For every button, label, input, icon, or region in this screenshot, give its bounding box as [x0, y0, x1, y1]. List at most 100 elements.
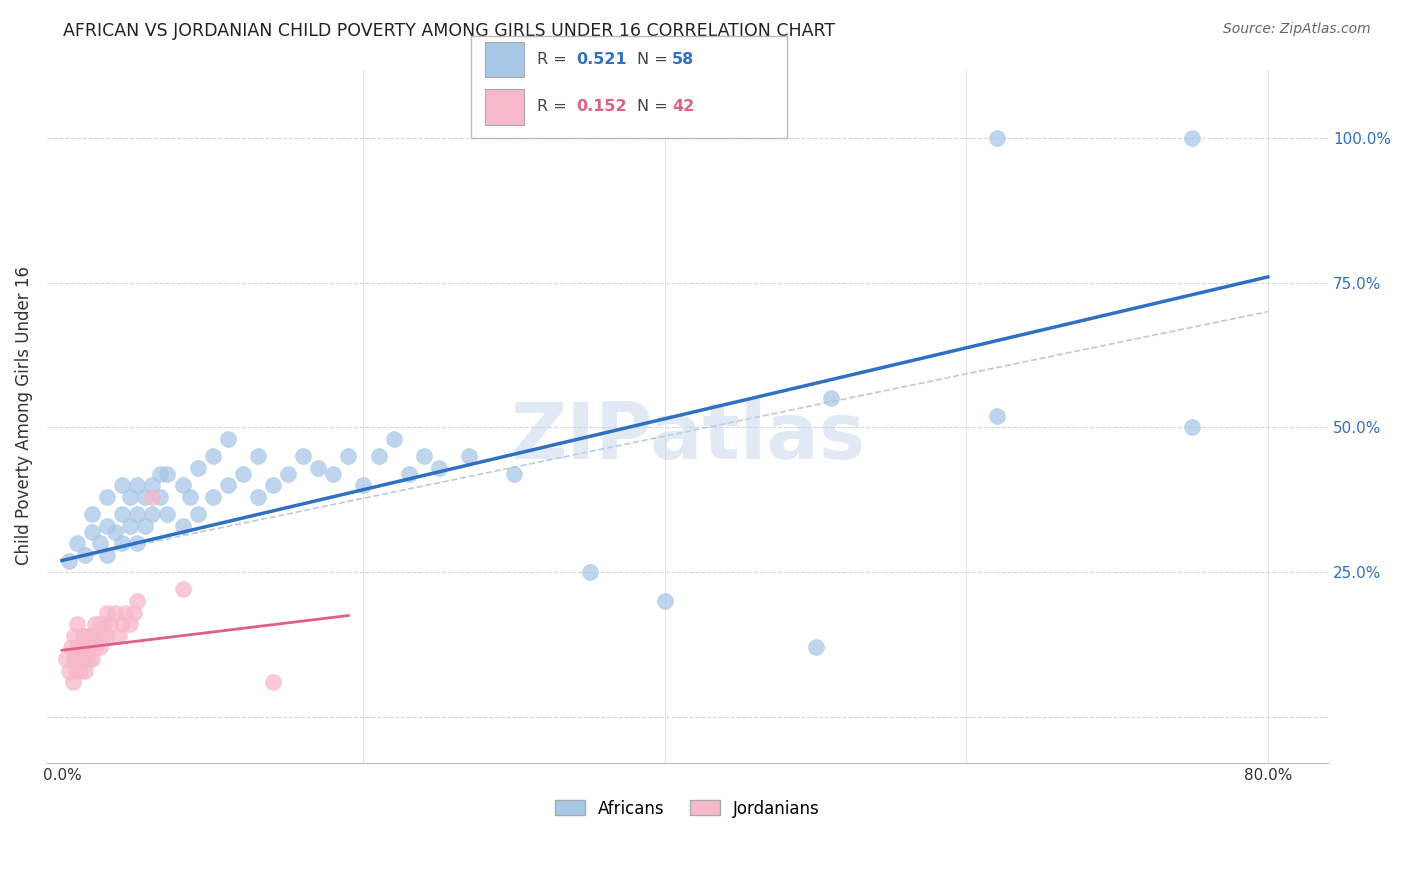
Point [72, 629, 94, 643]
Point [804, 640, 827, 655]
Point [262, 478, 284, 492]
Point [82, 507, 104, 521]
Text: N =: N = [637, 99, 673, 114]
Text: 0.521: 0.521 [576, 52, 627, 67]
Point [232, 467, 254, 481]
Point [149, 467, 172, 481]
Point [141, 478, 163, 492]
Point [986, 131, 1008, 145]
Point [1181, 131, 1204, 145]
Point [66, 652, 89, 666]
Point [1181, 420, 1204, 434]
Point [127, 507, 149, 521]
Text: Source: ZipAtlas.com: Source: ZipAtlas.com [1223, 22, 1371, 37]
Text: 0.152: 0.152 [576, 99, 627, 114]
Y-axis label: Child Poverty Among Girls Under 16: Child Poverty Among Girls Under 16 [15, 267, 32, 566]
Point [172, 478, 194, 492]
Point [127, 536, 149, 550]
Legend: Africans, Jordanians: Africans, Jordanians [548, 793, 827, 824]
Text: 42: 42 [672, 99, 695, 114]
Point [96, 518, 118, 533]
Point [118, 617, 141, 632]
Point [104, 606, 127, 620]
Point [277, 467, 299, 481]
Point [352, 478, 374, 492]
Point [77, 629, 100, 643]
Point [820, 392, 842, 406]
Point [187, 461, 209, 475]
Point [307, 461, 329, 475]
Text: R =: R = [537, 99, 572, 114]
Point [79, 640, 101, 655]
Point [124, 606, 146, 620]
Point [73, 548, 96, 562]
Point [217, 478, 239, 492]
Point [63, 629, 86, 643]
Point [58, 664, 80, 678]
Point [66, 536, 89, 550]
Point [458, 450, 481, 464]
Point [98, 617, 121, 632]
Point [82, 652, 104, 666]
Point [172, 582, 194, 597]
Text: 58: 58 [672, 52, 695, 67]
Point [382, 432, 405, 446]
Point [578, 565, 600, 579]
Point [69, 640, 91, 655]
Point [412, 450, 434, 464]
Point [84, 617, 107, 632]
Point [66, 617, 89, 632]
Point [654, 594, 676, 608]
Point [108, 629, 131, 643]
Point [156, 507, 179, 521]
Point [156, 467, 179, 481]
Point [262, 675, 284, 690]
Point [96, 548, 118, 562]
Point [66, 640, 89, 655]
Point [246, 450, 269, 464]
Point [89, 640, 111, 655]
Point [398, 467, 420, 481]
Point [93, 617, 115, 632]
Point [55, 652, 77, 666]
Point [986, 409, 1008, 423]
Point [127, 594, 149, 608]
Point [292, 450, 315, 464]
Point [111, 617, 134, 632]
Point [84, 640, 107, 655]
Point [149, 490, 172, 504]
Point [89, 536, 111, 550]
Point [141, 507, 163, 521]
Point [58, 553, 80, 567]
Point [217, 432, 239, 446]
Point [96, 606, 118, 620]
Point [69, 664, 91, 678]
Point [89, 617, 111, 632]
Point [427, 461, 450, 475]
Point [118, 490, 141, 504]
Point [134, 490, 156, 504]
Point [246, 490, 269, 504]
Point [63, 652, 86, 666]
Point [201, 450, 224, 464]
Point [62, 675, 84, 690]
Point [77, 652, 100, 666]
Point [201, 490, 224, 504]
Point [118, 518, 141, 533]
Point [141, 490, 163, 504]
Point [111, 478, 134, 492]
Text: N =: N = [637, 52, 673, 67]
Point [96, 629, 118, 643]
Point [179, 490, 201, 504]
Point [367, 450, 389, 464]
Point [111, 536, 134, 550]
Point [96, 490, 118, 504]
Point [60, 640, 83, 655]
Text: R =: R = [537, 52, 572, 67]
Point [73, 664, 96, 678]
Text: ZIPatlas: ZIPatlas [510, 399, 865, 475]
Point [82, 629, 104, 643]
Point [91, 629, 114, 643]
Text: AFRICAN VS JORDANIAN CHILD POVERTY AMONG GIRLS UNDER 16 CORRELATION CHART: AFRICAN VS JORDANIAN CHILD POVERTY AMONG… [63, 22, 835, 40]
Point [111, 507, 134, 521]
